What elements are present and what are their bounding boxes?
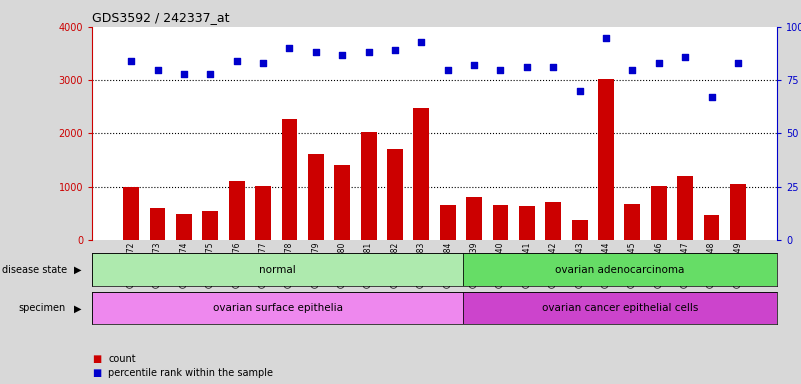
Point <box>521 64 533 70</box>
Bar <box>92 253 463 286</box>
Point <box>204 71 217 77</box>
Bar <box>651 186 666 240</box>
Bar <box>229 181 244 240</box>
Text: ■: ■ <box>92 354 102 364</box>
Bar <box>625 204 640 240</box>
Text: disease state: disease state <box>2 265 66 275</box>
Bar <box>730 184 746 240</box>
Bar <box>176 214 191 240</box>
Bar <box>308 154 324 240</box>
Point <box>574 88 586 94</box>
Point <box>151 66 164 73</box>
Bar <box>463 253 777 286</box>
Bar <box>440 205 456 240</box>
Point <box>362 50 375 56</box>
Bar <box>703 215 719 240</box>
Point <box>705 94 718 100</box>
Point <box>336 51 348 58</box>
Point <box>256 60 269 66</box>
Bar <box>598 79 614 240</box>
Point <box>178 71 191 77</box>
Text: ▶: ▶ <box>74 265 81 275</box>
Bar <box>360 132 376 240</box>
Point <box>678 54 691 60</box>
Point <box>652 60 665 66</box>
Point <box>309 50 322 56</box>
Bar <box>463 292 777 324</box>
Point <box>283 45 296 51</box>
Text: GDS3592 / 242337_at: GDS3592 / 242337_at <box>92 11 230 24</box>
Text: ■: ■ <box>92 368 102 378</box>
Bar <box>150 208 166 240</box>
Bar <box>203 211 218 240</box>
Text: ovarian cancer epithelial cells: ovarian cancer epithelial cells <box>541 303 698 313</box>
Text: ovarian adenocarcinoma: ovarian adenocarcinoma <box>555 265 685 275</box>
Point <box>125 58 138 64</box>
Text: ovarian surface epithelia: ovarian surface epithelia <box>212 303 343 313</box>
Point <box>600 35 613 41</box>
Text: ▶: ▶ <box>74 303 81 313</box>
Bar <box>519 206 535 240</box>
Point <box>415 39 428 45</box>
Bar <box>493 205 509 240</box>
Point <box>626 66 639 73</box>
Bar <box>256 185 271 240</box>
Bar <box>92 292 463 324</box>
Point <box>547 64 560 70</box>
Text: specimen: specimen <box>18 303 66 313</box>
Bar <box>678 175 693 240</box>
Text: percentile rank within the sample: percentile rank within the sample <box>108 368 273 378</box>
Point <box>468 62 481 68</box>
Point <box>494 66 507 73</box>
Bar <box>545 202 562 240</box>
Bar <box>123 187 139 240</box>
Point <box>230 58 243 64</box>
Text: count: count <box>108 354 135 364</box>
Bar <box>572 220 588 240</box>
Point <box>731 60 744 66</box>
Point <box>441 66 454 73</box>
Bar <box>281 119 297 240</box>
Text: normal: normal <box>260 265 296 275</box>
Point <box>388 47 401 53</box>
Bar <box>466 197 482 240</box>
Bar <box>387 149 403 240</box>
Bar <box>413 108 429 240</box>
Bar <box>334 166 350 240</box>
